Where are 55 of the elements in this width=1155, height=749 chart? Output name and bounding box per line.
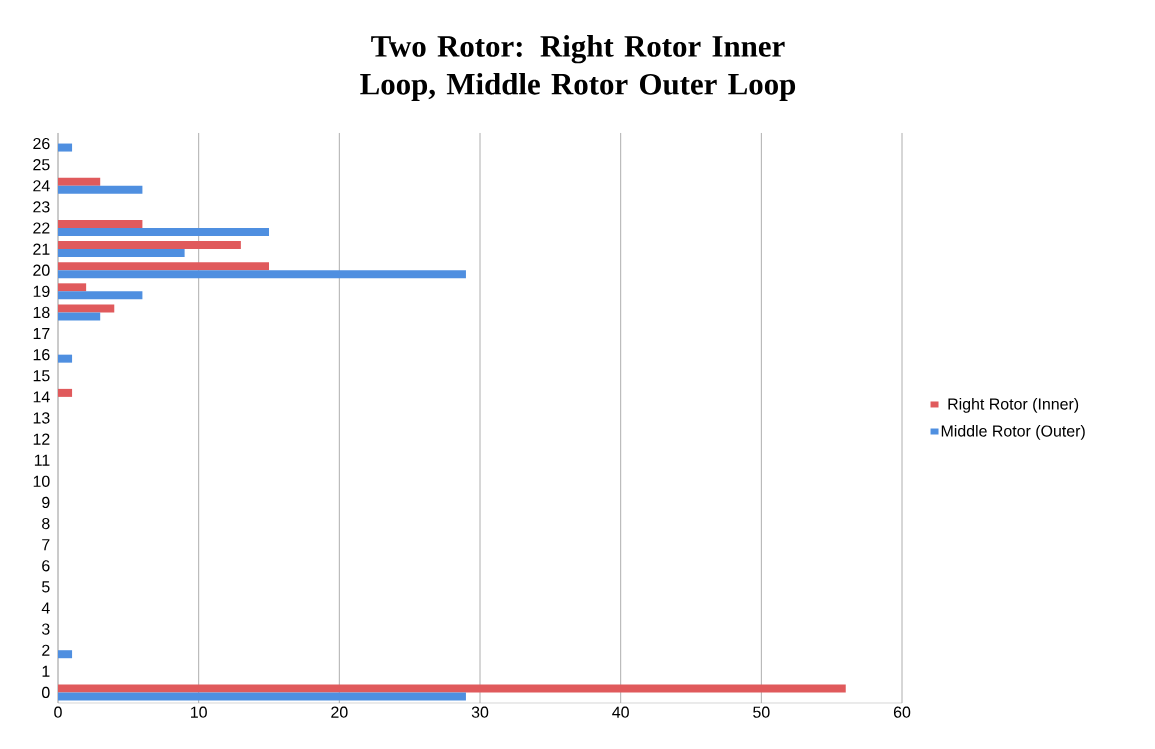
y-tick-label: 20: [33, 264, 50, 276]
y-tick-label: 14: [33, 391, 50, 403]
y-tick-label: 5: [42, 581, 50, 593]
bar: [58, 143, 73, 152]
bar: [58, 354, 73, 363]
bar: [58, 262, 270, 271]
bar: [58, 312, 101, 321]
x-tick-label: 0: [54, 706, 62, 718]
y-tick-label: 19: [33, 285, 50, 297]
y-tick-label: 24: [33, 180, 50, 192]
y-tick-label: 8: [42, 517, 50, 530]
y-tick-label: 26: [33, 137, 50, 150]
y-tick-label: 15: [33, 370, 50, 382]
y-tick-label: 25: [33, 159, 50, 171]
x-tick-label: 30: [471, 706, 489, 718]
bar: [58, 650, 73, 659]
y-tick-label: 4: [41, 602, 50, 614]
y-tick-label: 22: [33, 222, 50, 234]
y-tick-label: 21: [33, 243, 50, 255]
bar: [58, 692, 466, 701]
bar: [58, 291, 143, 300]
x-tick-label: 60: [893, 706, 911, 718]
y-tick-label: 1: [42, 665, 50, 677]
y-tick-label: 0: [42, 686, 50, 699]
y-tick-label: 13: [33, 412, 50, 424]
y-tick-label: 7: [42, 539, 50, 551]
legend-label: Right Rotor (Inner): [948, 397, 1079, 413]
bar: [58, 304, 115, 313]
y-tick-label: 23: [33, 201, 50, 213]
y-tick-label: 11: [34, 454, 50, 466]
bar: [58, 241, 241, 250]
y-tick-label: 16: [33, 349, 50, 361]
bar: [58, 684, 846, 693]
x-tick-label: 40: [612, 706, 629, 718]
legend-label: Middle Rotor (Outer): [941, 424, 1085, 440]
bar: [58, 249, 185, 258]
bar: [58, 219, 143, 228]
y-tick-label: 2: [42, 644, 50, 656]
y-tick-label: 9: [42, 496, 50, 509]
bar: [58, 283, 87, 292]
y-tick-label: 18: [33, 306, 50, 319]
bar: [58, 388, 73, 397]
bar: [58, 185, 143, 194]
y-tick-label: 17: [33, 328, 50, 340]
bar: [58, 177, 101, 186]
x-tick-label: 50: [753, 706, 770, 718]
y-tick-label: 3: [41, 623, 50, 635]
x-tick-label: 20: [331, 706, 348, 718]
x-tick-label: 10: [191, 706, 207, 718]
chart-title: Two Rotor: Right Rotor Inner Loop, Middle Rotor Outer Loop: [360, 35, 796, 101]
bar: [58, 227, 270, 236]
y-tick-label: 6: [42, 560, 50, 572]
y-tick-label: 12: [33, 433, 50, 445]
bar: [58, 270, 466, 279]
y-tick-label: 10: [33, 475, 50, 487]
